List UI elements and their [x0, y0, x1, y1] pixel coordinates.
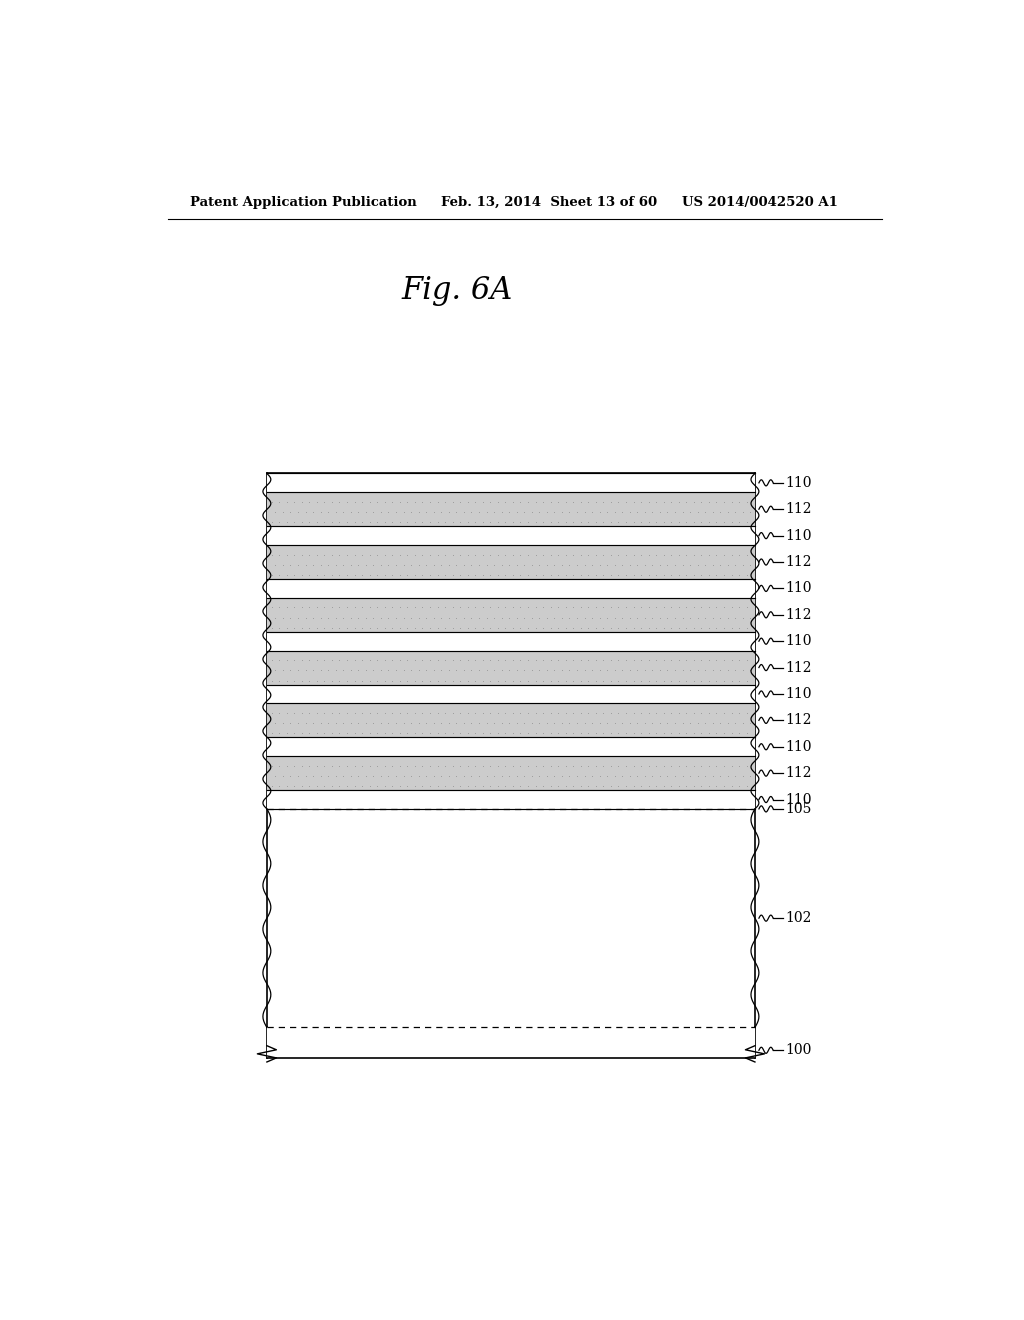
Bar: [267, 704, 755, 738]
Text: 110: 110: [785, 634, 812, 648]
Text: 110: 110: [785, 739, 812, 754]
Text: Feb. 13, 2014  Sheet 13 of 60: Feb. 13, 2014 Sheet 13 of 60: [441, 197, 657, 209]
Text: Fig. 6A: Fig. 6A: [401, 275, 513, 306]
Text: 112: 112: [785, 554, 812, 569]
Text: 112: 112: [785, 660, 812, 675]
Text: 110: 110: [785, 792, 812, 807]
Text: 112: 112: [785, 766, 812, 780]
Bar: [267, 756, 755, 791]
Text: Patent Application Publication: Patent Application Publication: [189, 197, 417, 209]
Bar: [267, 545, 755, 579]
Bar: [267, 527, 755, 545]
Text: 112: 112: [785, 607, 812, 622]
Bar: [267, 632, 755, 651]
Bar: [267, 579, 755, 598]
Text: 102: 102: [785, 911, 811, 925]
Bar: [267, 1027, 755, 1057]
Text: 110: 110: [785, 581, 812, 595]
Text: 110: 110: [785, 475, 812, 490]
Text: 100: 100: [785, 1043, 811, 1057]
Bar: [267, 598, 755, 632]
Bar: [267, 791, 755, 809]
Text: 112: 112: [785, 713, 812, 727]
Bar: [267, 738, 755, 756]
Text: 105: 105: [785, 801, 811, 816]
Bar: [267, 651, 755, 685]
Bar: [267, 474, 755, 492]
Bar: [267, 492, 755, 527]
Text: 110: 110: [785, 528, 812, 543]
Text: 110: 110: [785, 686, 812, 701]
Text: US 2014/0042520 A1: US 2014/0042520 A1: [682, 197, 838, 209]
Bar: [267, 685, 755, 704]
Text: 112: 112: [785, 502, 812, 516]
